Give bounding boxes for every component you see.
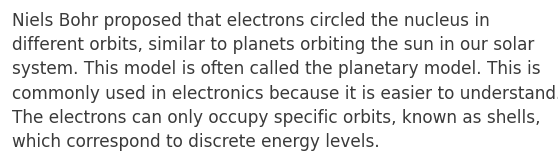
Text: Niels Bohr proposed that electrons circled the nucleus in
different orbits, simi: Niels Bohr proposed that electrons circl… bbox=[12, 12, 558, 151]
